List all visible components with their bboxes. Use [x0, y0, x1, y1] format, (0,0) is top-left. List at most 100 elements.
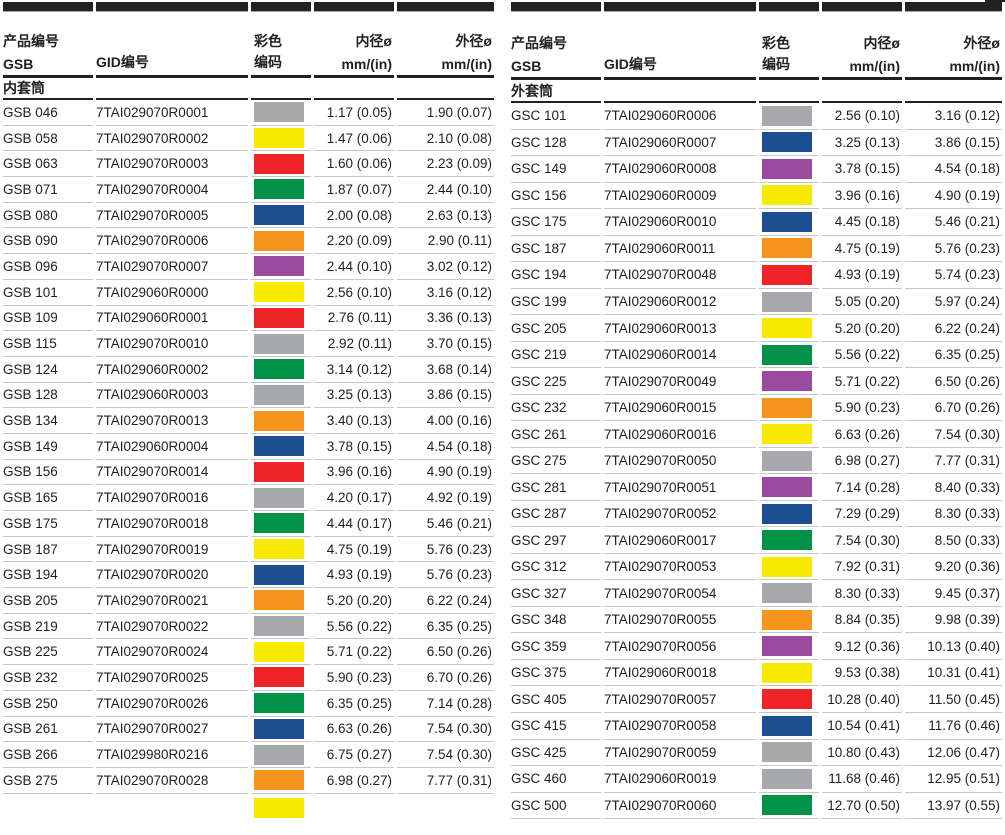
- table-row: GSB 046 7TAI029070R0001 1.17 (0.05) 1.90 (0…: [3, 100, 494, 126]
- product-code: GSB 205: [3, 588, 93, 614]
- outer-diameter: 12.06 (0.47): [905, 740, 1002, 767]
- product-code: GSB 080: [3, 203, 93, 229]
- gid-code: 7TAI029070R0058: [604, 713, 756, 740]
- table-row: GSC 219 7TAI029060R0014 5.56 (0.22) 6.35 (0…: [511, 342, 1002, 369]
- color-swatch-cell: [251, 639, 311, 666]
- product-code: GSB 194: [3, 562, 93, 589]
- gid-code: 7TAI029070R0024: [96, 639, 248, 666]
- table-row: GSC 297 7TAI029060R0017 7.54 (0.30) 8.50 (0…: [511, 527, 1002, 554]
- table-row: GSC 425 7TAI029070R0059 10.80 (0.43) 12.06 …: [511, 740, 1002, 767]
- color-swatch-cell: [759, 501, 819, 528]
- top-bar-segment: [251, 2, 311, 12]
- inner-diameter: 6.63 (0.26): [822, 421, 902, 448]
- outer-diameter: 11.50 (0.45): [905, 686, 1002, 713]
- table-row: GSC 187 7TAI029060R0011 4.75 (0.19) 5.76 (0…: [511, 236, 1002, 263]
- color-swatch-orange: [762, 397, 812, 418]
- gid-code: 7TAI029060R0002: [96, 357, 248, 383]
- inner-diameter: [314, 794, 394, 820]
- gid-code: 7TAI029060R0003: [96, 383, 248, 409]
- color-swatch-yellow: [254, 128, 304, 149]
- header-row-bottom: GSB GID编号 编码 mm/(in) mm/(in): [3, 52, 494, 78]
- gid-code: 7TAI029070R0006: [96, 228, 248, 255]
- color-swatch-purple: [762, 158, 812, 179]
- outer-diameter: 8.50 (0.33): [905, 527, 1002, 554]
- inner-diameter: 12.70 (0.50): [822, 793, 902, 820]
- gid-code: 7TAI029060R0018: [604, 660, 756, 687]
- color-swatch-gray: [762, 768, 812, 789]
- color-swatch-gray: [762, 105, 812, 126]
- color-swatch-cell: [759, 130, 819, 157]
- table-row: GSB 194 7TAI029070R0020 4.93 (0.19) 5.76 (0…: [3, 562, 494, 589]
- color-swatch-cell: [759, 660, 819, 687]
- color-swatch-cell: [251, 203, 311, 229]
- outer-diameter: 4.90 (0.19): [905, 183, 1002, 210]
- color-swatch-cell: [251, 100, 311, 126]
- color-swatch-red: [254, 461, 304, 482]
- inner-diameter: 4.75 (0.19): [314, 537, 394, 563]
- color-swatch-cell: [251, 177, 311, 203]
- outer-diameter: 9.45 (0.37): [905, 580, 1002, 607]
- outer-diameter: 5.46 (0.21): [905, 209, 1002, 236]
- product-code: GSB 046: [3, 100, 93, 126]
- table-row: GSB 115 7TAI029070R0010 2.92 (0.11) 3.70 (0…: [3, 331, 494, 357]
- outer-diameter: 5.76 (0.23): [397, 562, 494, 589]
- gid-code: 7TAI029060R0008: [604, 156, 756, 183]
- color-swatch-blue: [254, 564, 304, 585]
- inner-diameter: 3.78 (0.15): [822, 156, 902, 183]
- gid-code: 7TAI029070R0053: [604, 554, 756, 581]
- outer-diameter: 2.63 (0.13): [397, 203, 494, 229]
- gid-code: 7TAI029070R0001: [96, 100, 248, 126]
- product-code: GSB 128: [3, 383, 93, 409]
- outer-diameter: 3.02 (0.12): [397, 254, 494, 280]
- table-row: GSB 101 7TAI029060R0000 2.56 (0.10) 3.16 (0…: [3, 280, 494, 306]
- product-code: GSB 071: [3, 177, 93, 203]
- color-swatch-cell: [251, 228, 311, 255]
- gid-code: 7TAI029060R0001: [96, 306, 248, 332]
- col-header-color-top: 彩色: [254, 33, 282, 49]
- product-code: GSB 109: [3, 306, 93, 332]
- product-code: GSB 058: [3, 126, 93, 152]
- gid-code: 7TAI029070R0025: [96, 665, 248, 691]
- outer-diameter: 3.86 (0.15): [397, 383, 494, 409]
- inner-diameter: 3.40 (0.13): [314, 408, 394, 434]
- outer-diameter: 4.54 (0.18): [397, 434, 494, 460]
- inner-diameter: 5.56 (0.22): [822, 342, 902, 369]
- color-swatch-green: [254, 179, 304, 200]
- outer-diameter: [397, 794, 494, 820]
- product-code: GSC 199: [511, 289, 601, 316]
- color-swatch-gray: [254, 744, 304, 765]
- color-swatch-cell: [251, 280, 311, 306]
- product-code: [3, 794, 93, 820]
- product-code: GSC 219: [511, 342, 601, 369]
- table-row: GSC 156 7TAI029060R0009 3.96 (0.16) 4.90 (0…: [511, 183, 1002, 210]
- product-code: GSC 225: [511, 368, 601, 395]
- outer-diameter: 7.14 (0.28): [397, 691, 494, 717]
- product-code: GSC 425: [511, 740, 601, 767]
- gid-code: 7TAI029070R0010: [96, 331, 248, 357]
- inner-diameter: 1.17 (0.05): [314, 100, 394, 126]
- col-header-color-top: 彩色: [762, 34, 790, 51]
- color-swatch-cell: [251, 460, 311, 486]
- table-row: GSC 261 7TAI029060R0016 6.63 (0.26) 7.54 (0…: [511, 421, 1002, 448]
- outer-diameter: 13.97 (0.55): [905, 793, 1002, 820]
- color-swatch-cell: [251, 665, 311, 691]
- table-row: GSC 375 7TAI029060R0018 9.53 (0.38) 10.31 (…: [511, 660, 1002, 687]
- color-swatch-blue: [762, 503, 812, 524]
- color-swatch-cell: [759, 342, 819, 369]
- gid-code: 7TAI029070R0059: [604, 740, 756, 767]
- col-header-outer-bottom: mm/(in): [905, 54, 1002, 81]
- color-swatch-purple: [762, 371, 812, 392]
- inner-diameter: 5.71 (0.22): [822, 368, 902, 395]
- outer-diameter: 6.50 (0.26): [397, 639, 494, 666]
- outer-diameter: 6.22 (0.24): [397, 588, 494, 614]
- table-row: GSB 109 7TAI029060R0001 2.76 (0.11) 3.36 (0…: [3, 306, 494, 332]
- inner-diameter: 9.53 (0.38): [822, 660, 902, 687]
- gid-code: 7TAI029070R0052: [604, 501, 756, 528]
- color-swatch-cell: [759, 236, 819, 263]
- gid-code: 7TAI029060R0011: [604, 236, 756, 263]
- top-bar-segment: [397, 2, 494, 12]
- gid-code: 7TAI029070R0057: [604, 686, 756, 713]
- product-code: GSC 275: [511, 448, 601, 475]
- inner-diameter: 1.87 (0.07): [314, 177, 394, 203]
- col-header-color-bottom: 编码: [251, 52, 311, 78]
